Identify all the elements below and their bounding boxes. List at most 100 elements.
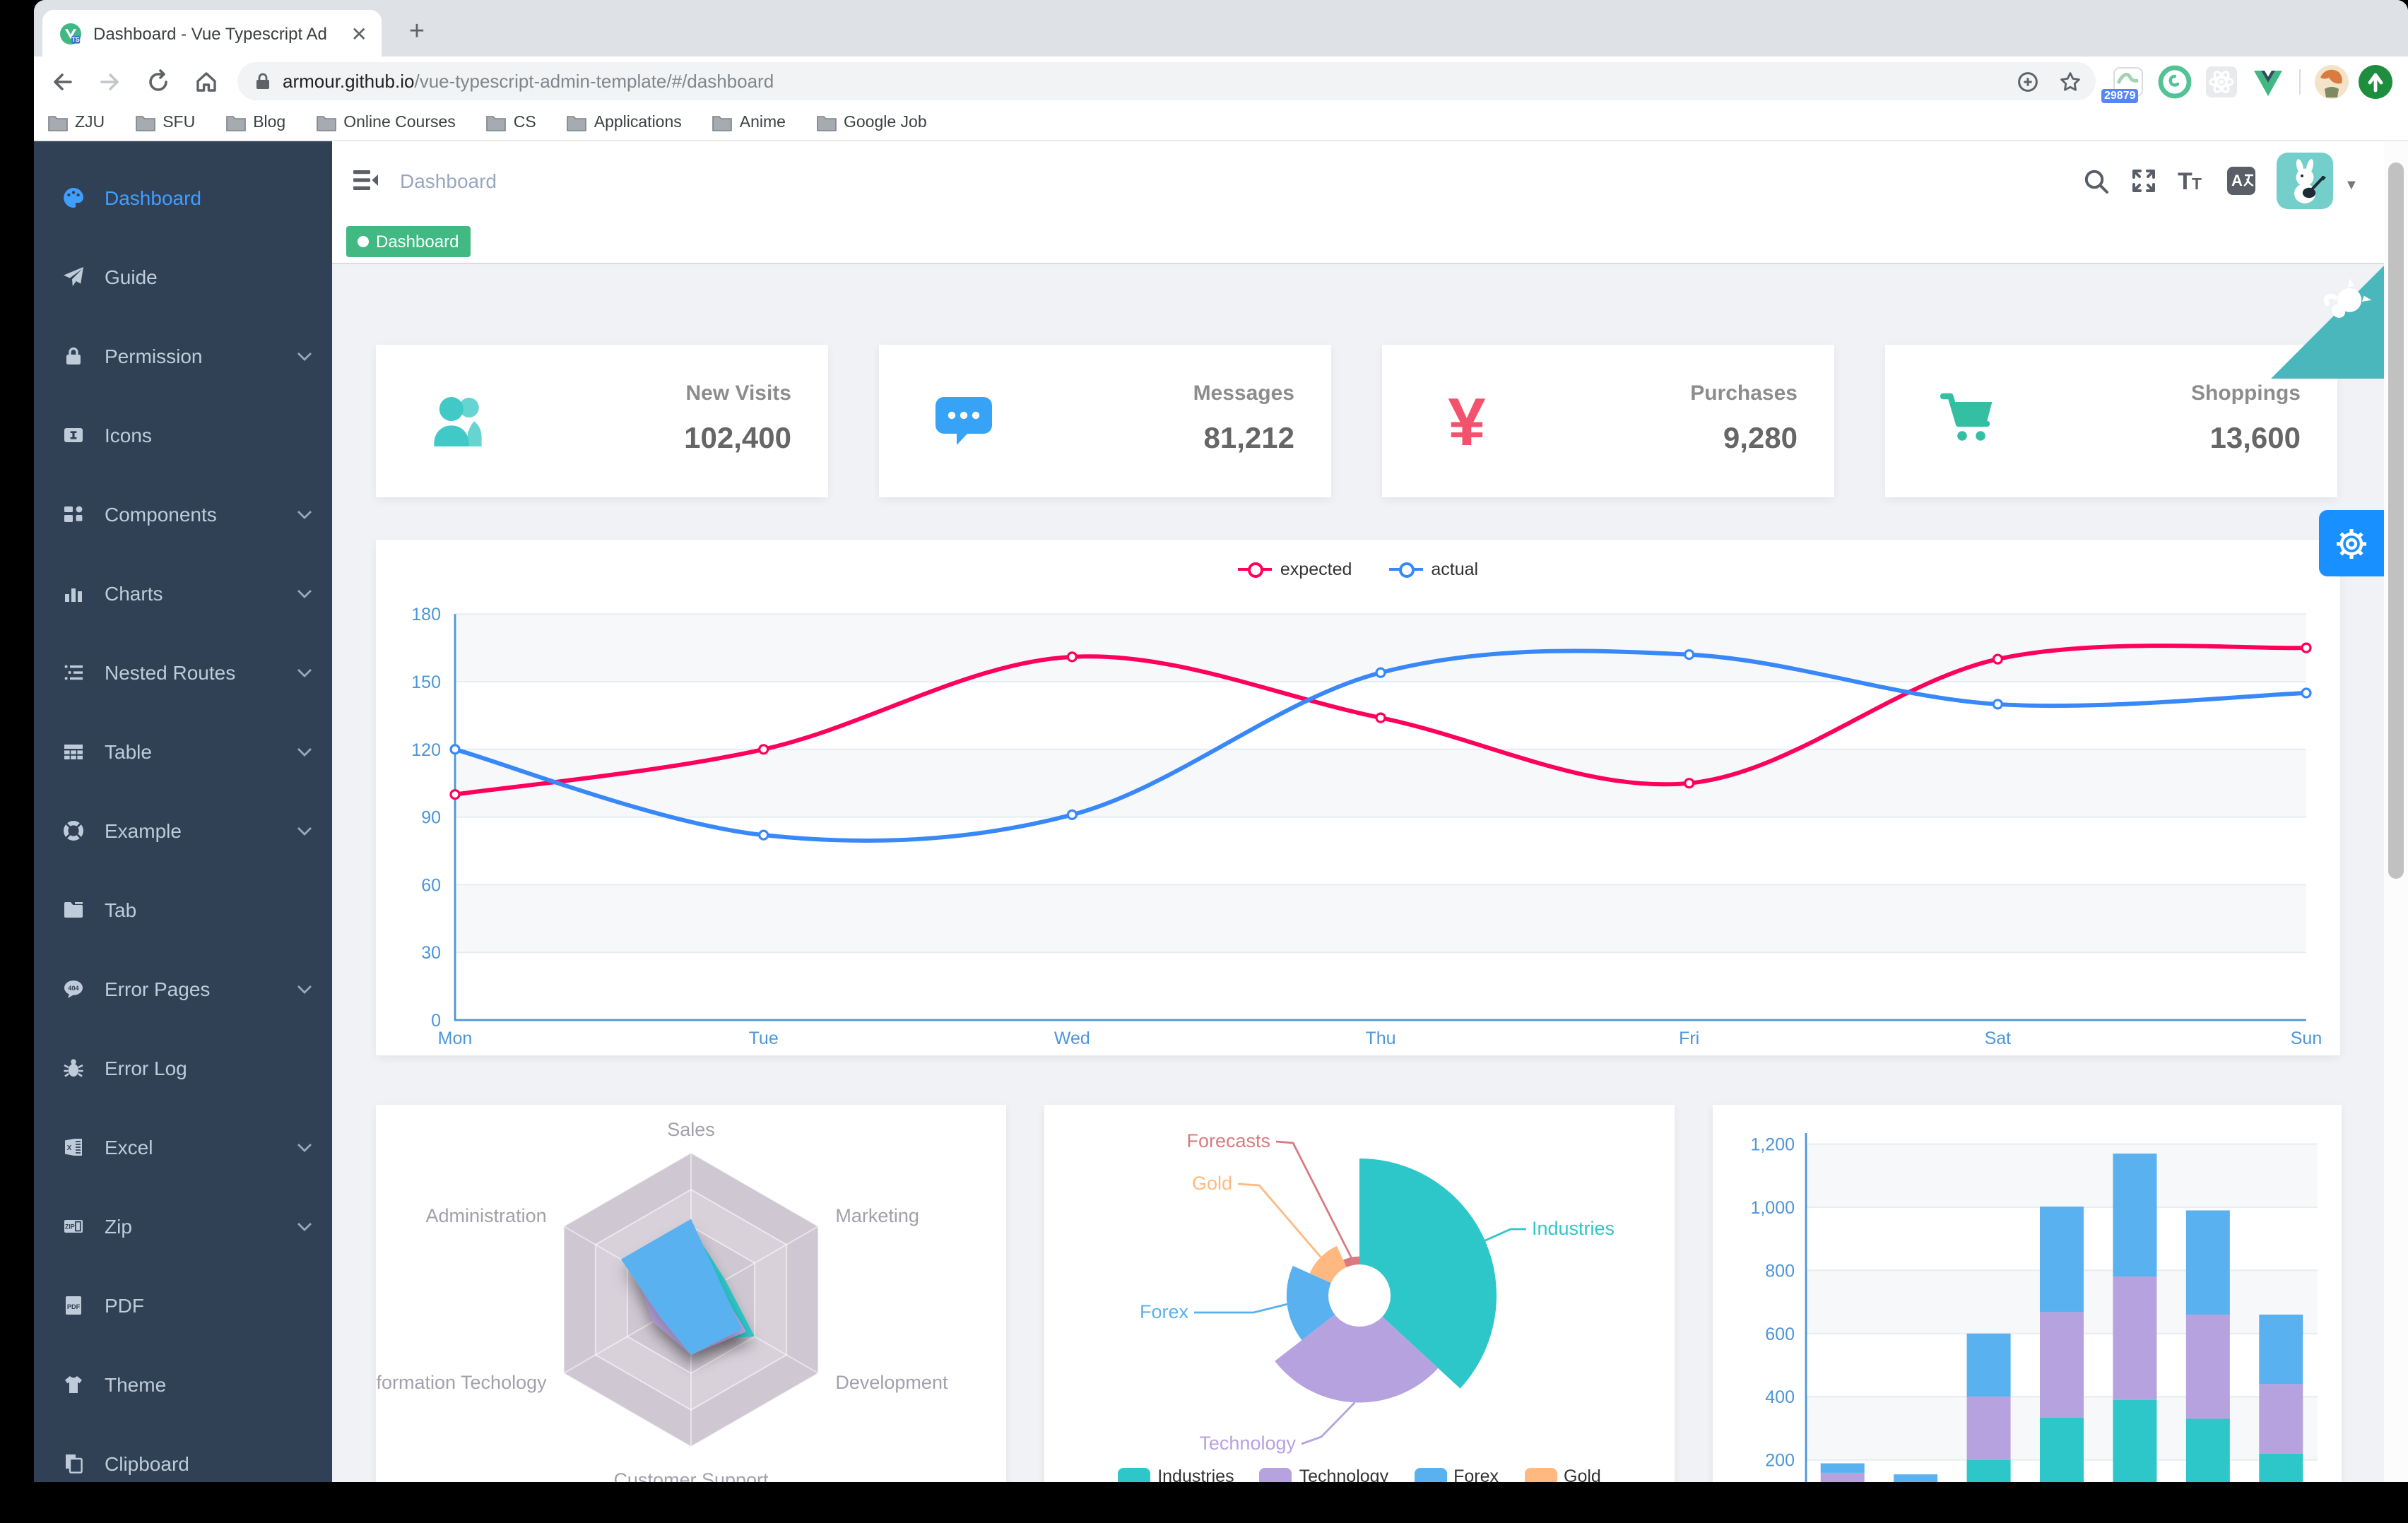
sidebar-item-label: PDF (105, 1294, 144, 1317)
new-tab-button[interactable]: + (408, 17, 425, 47)
app-page: Dashboard Guide Permission Icons Components C… (34, 141, 2408, 1482)
stat-card-new-visits[interactable]: New Visits 102,400 (376, 345, 828, 497)
bookmark-anime[interactable]: Anime (712, 114, 786, 131)
forward-button[interactable] (90, 61, 130, 101)
github-corner[interactable] (2271, 266, 2384, 379)
sidebar-item-example[interactable]: Example (34, 791, 332, 870)
browser-tab[interactable]: TS Dashboard - Vue Typescript Ad ✕ (42, 10, 382, 57)
pie-legend-item-industries[interactable]: Industries (1118, 1466, 1234, 1482)
pie-legend-label: Technology (1299, 1466, 1389, 1482)
extension-onetab-icon[interactable]: 29879 (2101, 63, 2147, 102)
sidebar-item-theme[interactable]: Theme (34, 1345, 332, 1424)
search-icon[interactable] (2079, 164, 2113, 198)
legend-item-actual[interactable]: actual (1388, 559, 1478, 579)
stat-card-label: Purchases (1690, 381, 1798, 405)
fullscreen-icon[interactable] (2127, 164, 2161, 198)
bar-chart-card: 200 400 600 800 1,000 1,200 (1713, 1105, 2342, 1482)
bookmark-zju[interactable]: ZJU (48, 114, 105, 131)
bookmark-cs[interactable]: CS (486, 114, 536, 131)
bookmark-sfu[interactable]: SFU (136, 114, 195, 131)
svg-text:¥: ¥ (1448, 384, 1485, 460)
pie-legend-item-forex[interactable]: Forex (1414, 1466, 1499, 1482)
bookmark-online-courses[interactable]: Online Courses (317, 114, 456, 131)
sidebar-item-permission[interactable]: Permission (34, 316, 332, 396)
pie-chart-canvas[interactable]: Industries Technology Forex Gold Forecasts (1044, 1105, 1675, 1482)
home-button[interactable] (187, 61, 226, 101)
browser-tab-strip: TS Dashboard - Vue Typescript Ad ✕ + (34, 0, 2408, 57)
sidebar-item-components[interactable]: Components (34, 475, 332, 554)
caret-down-icon[interactable]: ▼ (2344, 178, 2359, 194)
sidebar-item-dashboard[interactable]: Dashboard (34, 158, 332, 237)
bookmark-label: ZJU (75, 114, 105, 131)
sidebar-item-error-log[interactable]: Error Log (34, 1029, 332, 1108)
zip-icon: ZIP (62, 1215, 85, 1238)
sidebar-item-nested-routes[interactable]: Nested Routes (34, 633, 332, 712)
stat-card-shoppings[interactable]: Shoppings 13,600 (1885, 345, 2337, 497)
sidebar-item-excel[interactable]: X Excel (34, 1108, 332, 1187)
tag-dashboard[interactable]: Dashboard (346, 225, 471, 256)
scrollbar-thumb[interactable] (2388, 162, 2404, 879)
hamburger-icon[interactable] (350, 165, 380, 195)
svg-text:Development: Development (835, 1372, 948, 1393)
stat-card-label: Messages (1193, 381, 1294, 405)
svg-text:Sun: Sun (2291, 1029, 2322, 1048)
line-chart-canvas[interactable]: 0 30 60 90 120 150 180 Mon Tue Wed Thu Fri Sat Sun (376, 540, 2340, 1055)
bookmark-star-icon[interactable] (2059, 70, 2082, 93)
back-button[interactable] (42, 61, 82, 101)
radar-chart-canvas[interactable]: Sales Administration Information Techology… (376, 1105, 1006, 1482)
svg-text:Forecasts: Forecasts (1186, 1130, 1270, 1151)
chevron-down-icon (297, 509, 312, 519)
sidebar-item-error-pages[interactable]: 404 Error Pages (34, 949, 332, 1029)
settings-button[interactable] (2319, 510, 2384, 576)
pie-legend-item-gold[interactable]: Gold (1524, 1466, 1601, 1482)
address-bar[interactable]: armour.github.io/vue-typescript-admin-te… (237, 62, 2096, 100)
svg-text:404: 404 (68, 985, 79, 992)
tab-title: Dashboard - Vue Typescript Ad (93, 23, 327, 43)
nested-routes-icon (62, 661, 85, 684)
bookmark-applications[interactable]: Applications (567, 114, 682, 131)
lock-icon (62, 345, 85, 367)
sidebar-item-charts[interactable]: Charts (34, 554, 332, 633)
bar-chart-canvas[interactable]: 200 400 600 800 1,000 1,200 (1713, 1105, 2342, 1482)
sidebar-item-guide[interactable]: Guide (34, 237, 332, 316)
people-icon (427, 387, 495, 455)
sidebar-item-label: Example (105, 819, 182, 842)
svg-text:Administration: Administration (426, 1205, 547, 1226)
chevron-down-icon (297, 351, 312, 361)
line-chart-card: expected actual 0 30 60 90 120 150 180 Mon Tue Wed… (376, 540, 2340, 1055)
svg-text:Customer Support: Customer Support (613, 1469, 769, 1482)
bookmark-blog[interactable]: Blog (226, 114, 285, 131)
sidebar-item-tab[interactable]: Tab (34, 870, 332, 949)
sidebar-item-clipboard[interactable]: Clipboard (34, 1424, 332, 1482)
components-icon (62, 503, 85, 526)
stat-card-label: Shoppings (2191, 381, 2301, 405)
svg-text:400: 400 (1765, 1387, 1795, 1407)
extension-vue-devtools-icon[interactable] (2250, 63, 2286, 100)
legend-item-expected[interactable]: expected (1237, 559, 1352, 579)
tab-close-icon[interactable]: ✕ (350, 22, 367, 45)
browser-update-icon[interactable] (2357, 63, 2394, 100)
svg-text:Gold: Gold (1192, 1173, 1232, 1194)
bookmark-google-job[interactable]: Google Job (817, 114, 927, 131)
stat-card-purchases[interactable]: ¥ Purchases 9,280 (1382, 345, 1834, 497)
translate-icon[interactable]: A (2224, 164, 2258, 198)
extension-react-devtools-icon[interactable] (2203, 63, 2240, 100)
pie-legend-label: Industries (1157, 1466, 1234, 1482)
sidebar-item-zip[interactable]: ZIP Zip (34, 1187, 332, 1266)
breadcrumb[interactable]: Dashboard (400, 169, 497, 191)
sidebar-item-icons[interactable]: Icons (34, 396, 332, 475)
reload-button[interactable] (138, 61, 178, 101)
profile-avatar[interactable] (2313, 63, 2350, 100)
pie-chart-card: Industries Technology Forex Gold Forecasts I… (1044, 1105, 1675, 1482)
sidebar-item-table[interactable]: Table (34, 712, 332, 791)
svg-text:150: 150 (411, 672, 441, 692)
sidebar-item-pdf[interactable]: PDF PDF (34, 1266, 332, 1345)
zoom-icon[interactable] (2017, 70, 2039, 93)
chevron-down-icon (297, 984, 312, 994)
pie-legend-item-technology[interactable]: Technology (1259, 1466, 1389, 1482)
extension-green-icon[interactable] (2156, 63, 2193, 100)
stat-card-messages[interactable]: Messages 81,212 (879, 345, 1331, 497)
user-avatar[interactable] (2277, 153, 2333, 209)
